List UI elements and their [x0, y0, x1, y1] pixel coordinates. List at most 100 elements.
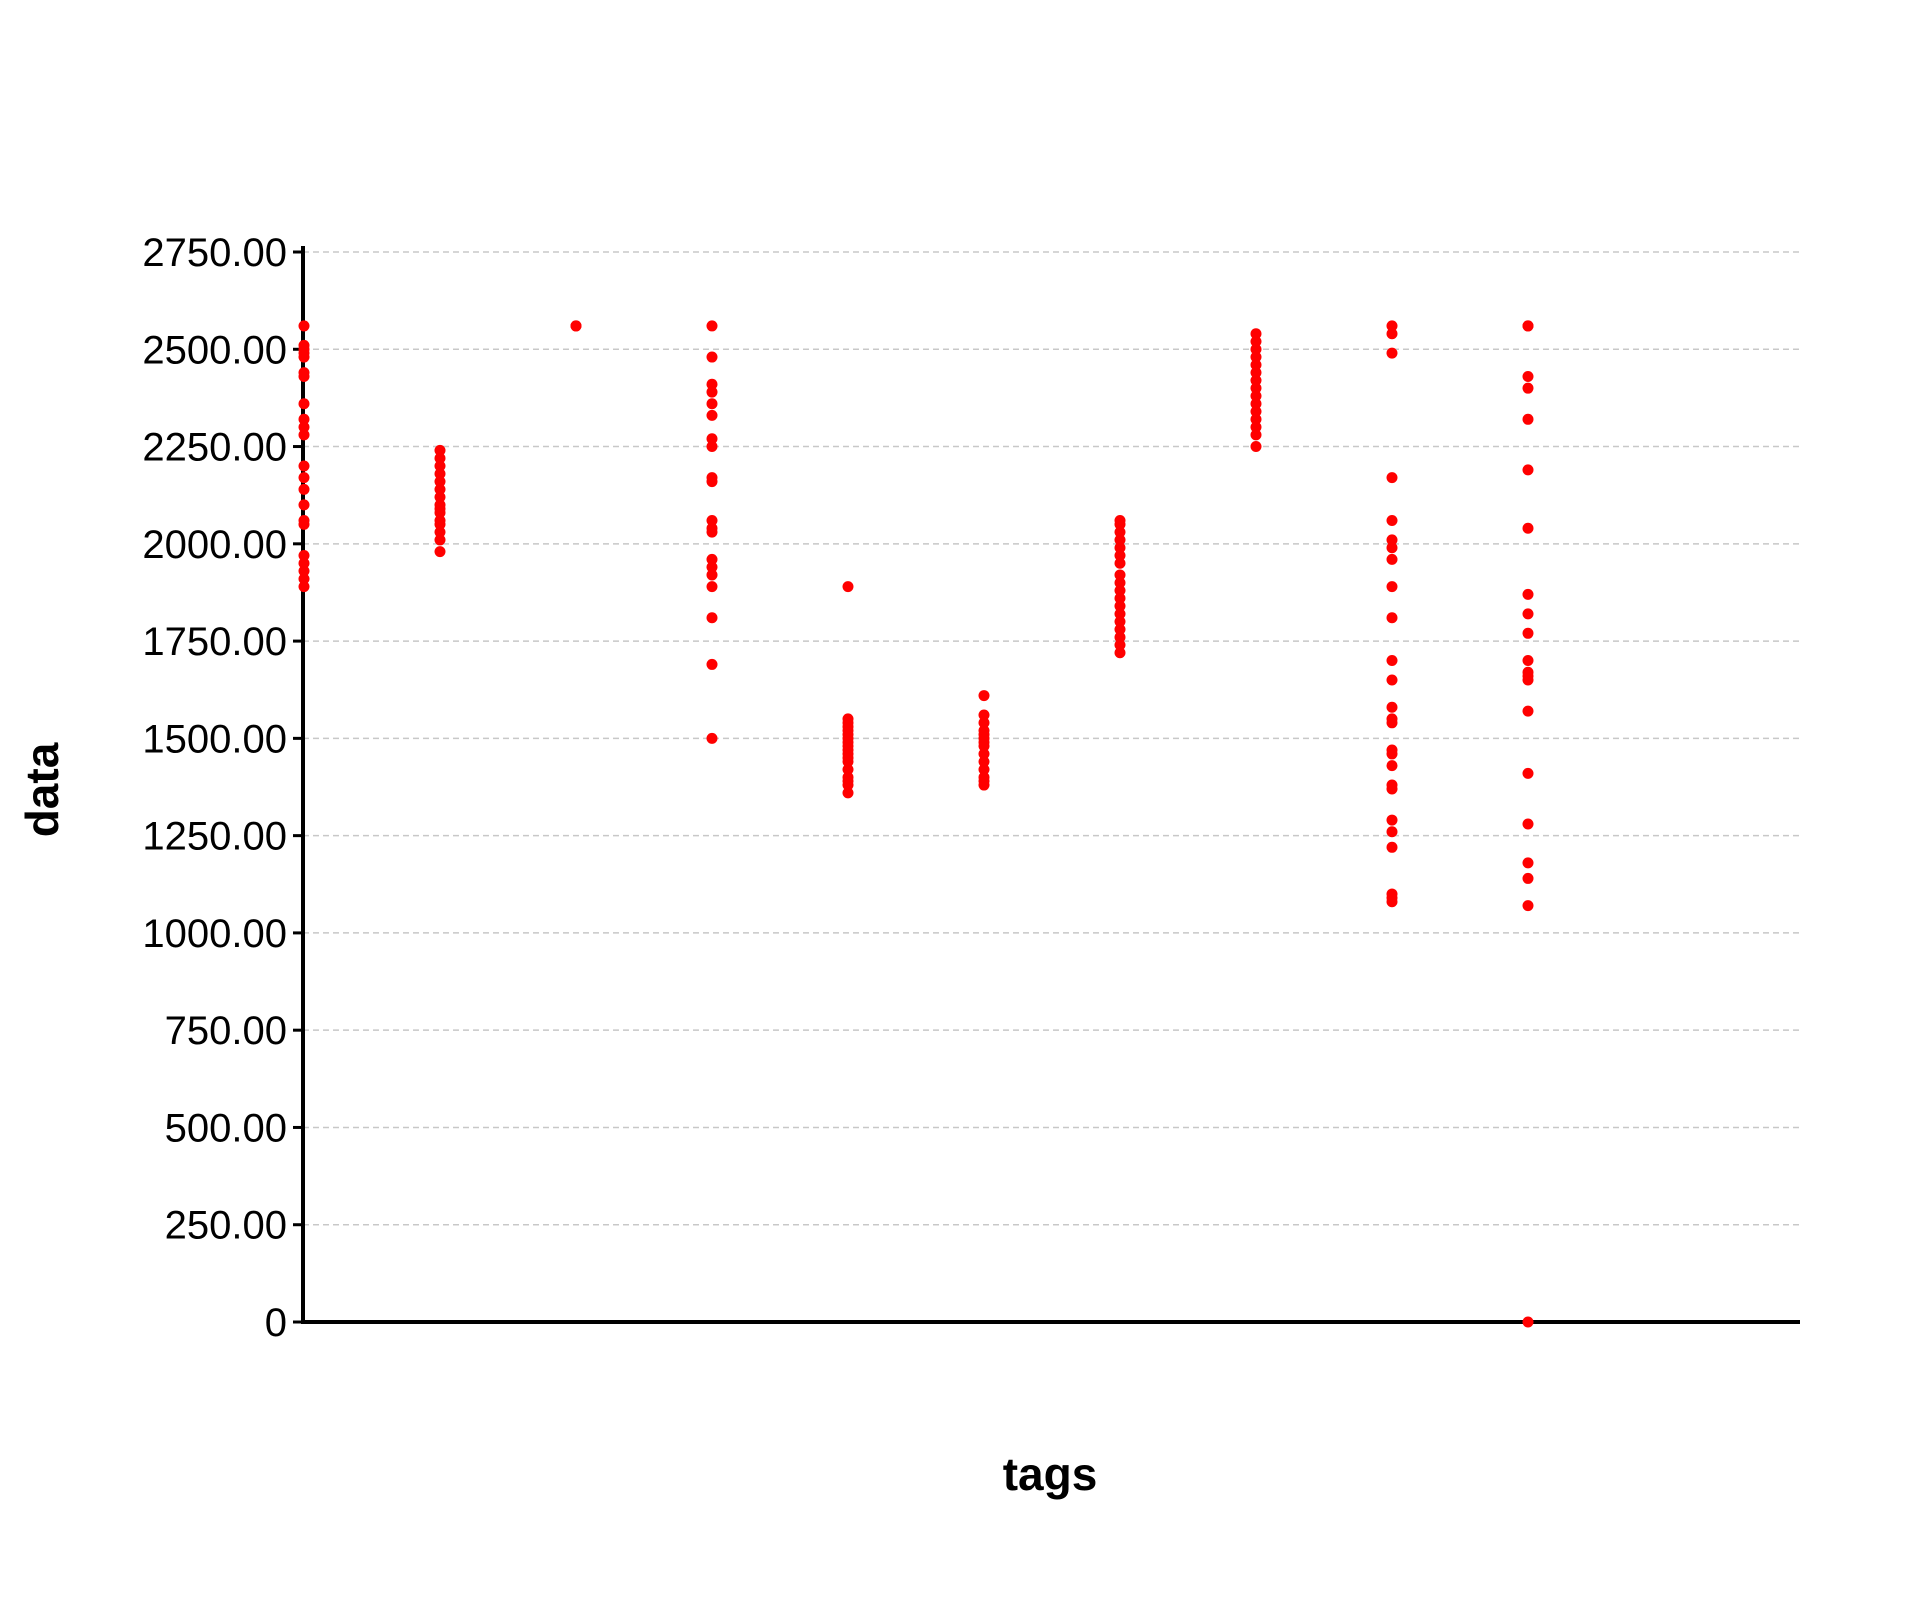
data-point: [1114, 647, 1126, 659]
data-point: [706, 581, 718, 593]
data-point: [1250, 441, 1262, 453]
data-point: [978, 763, 990, 775]
data-point: [1386, 612, 1398, 624]
y-tick-label: 2000.00: [142, 523, 287, 567]
data-point: [978, 748, 990, 760]
data-point: [1522, 382, 1534, 394]
y-tick-label: 2750.00: [142, 231, 287, 275]
data-point: [842, 779, 854, 791]
data-point: [298, 581, 310, 593]
data-point: [1114, 639, 1126, 651]
grid-layer: [303, 251, 1800, 1226]
data-point: [1386, 655, 1398, 667]
data-point: [298, 460, 310, 472]
y-axis-title: data: [16, 742, 68, 837]
y-tick-label: 0: [265, 1301, 287, 1345]
data-point: [1114, 600, 1126, 612]
data-point: [1386, 826, 1398, 838]
data-point: [434, 491, 446, 503]
data-point: [570, 320, 582, 332]
data-point: [1114, 569, 1126, 581]
y-tick-label: 1750.00: [142, 620, 287, 664]
data-point: [706, 569, 718, 581]
data-point: [1250, 398, 1262, 410]
data-point: [1386, 347, 1398, 359]
y-tick-label: 750.00: [165, 1009, 287, 1053]
y-tick-label: 2250.00: [142, 426, 287, 470]
data-point: [1522, 464, 1534, 476]
data-point: [298, 549, 310, 561]
data-point: [706, 476, 718, 488]
data-point: [1522, 627, 1534, 639]
data-point: [298, 483, 310, 495]
y-tick-label: 1000.00: [142, 912, 287, 956]
data-point: [978, 756, 990, 768]
data-point: [978, 779, 990, 791]
data-point: [434, 468, 446, 480]
data-point: [1522, 655, 1534, 667]
data-point: [1114, 608, 1126, 620]
data-point: [706, 732, 718, 744]
data-point: [1250, 413, 1262, 425]
data-point: [978, 740, 990, 752]
data-point: [1250, 429, 1262, 441]
data-point: [1386, 717, 1398, 729]
data-point: [434, 452, 446, 464]
data-point: [706, 320, 718, 332]
data-point: [434, 507, 446, 519]
data-point: [434, 460, 446, 472]
data-point: [1114, 585, 1126, 597]
data-point: [1386, 514, 1398, 526]
data-point: [298, 320, 310, 332]
data-point: [298, 351, 310, 363]
data-point: [1522, 900, 1534, 912]
data-point: [1114, 631, 1126, 643]
data-point: [1522, 371, 1534, 383]
data-point: [434, 483, 446, 495]
data-point: [1522, 608, 1534, 620]
y-tick-label: 2500.00: [142, 328, 287, 372]
data-point: [1522, 522, 1534, 534]
points-layer: [298, 320, 1534, 1328]
data-point: [1114, 592, 1126, 604]
data-point: [1386, 783, 1398, 795]
data-point: [842, 763, 854, 775]
data-point: [434, 526, 446, 538]
data-point: [1386, 701, 1398, 713]
data-point: [1386, 534, 1398, 546]
data-point: [706, 612, 718, 624]
data-point: [1522, 818, 1534, 830]
data-point: [1386, 674, 1398, 686]
data-point: [1386, 581, 1398, 593]
data-point: [1250, 351, 1262, 363]
data-point: [1522, 674, 1534, 686]
data-point: [1522, 857, 1534, 869]
data-point: [1250, 374, 1262, 386]
data-point: [1386, 542, 1398, 554]
data-point: [706, 378, 718, 390]
axis-layer: 0 250.00 500.00 750.00 1000.00 1250.00 1500.00…: [142, 231, 1800, 1345]
data-point: [1250, 359, 1262, 371]
data-point: [978, 717, 990, 729]
data-point: [1114, 518, 1126, 530]
y-tick-label: 1250.00: [142, 815, 287, 859]
data-point: [706, 553, 718, 565]
data-point: [978, 709, 990, 721]
data-point: [298, 398, 310, 410]
data-point: [298, 573, 310, 585]
data-point: [1114, 542, 1126, 554]
data-point: [1386, 328, 1398, 340]
data-point: [1522, 705, 1534, 717]
data-point: [1386, 760, 1398, 772]
data-point: [298, 499, 310, 511]
data-point: [1250, 343, 1262, 355]
data-point: [1522, 872, 1534, 884]
data-point: [706, 409, 718, 421]
data-point: [1250, 390, 1262, 402]
data-point: [1522, 320, 1534, 332]
data-point: [1386, 841, 1398, 853]
data-point: [706, 386, 718, 398]
data-point: [978, 690, 990, 702]
